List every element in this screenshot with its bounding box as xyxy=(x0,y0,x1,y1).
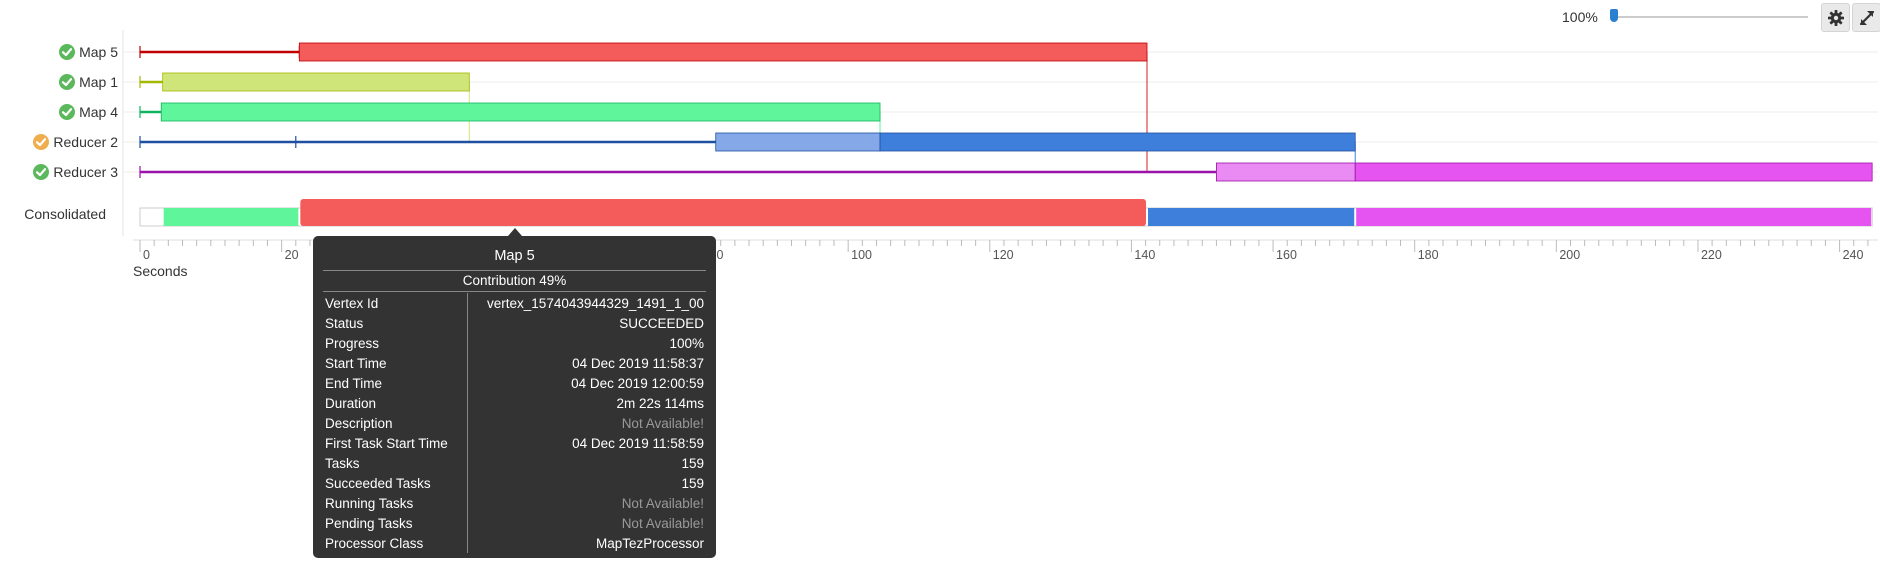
vertex-row-label[interactable]: Map 1 xyxy=(0,71,118,93)
axis-title: Seconds xyxy=(133,263,188,279)
tooltip-value: 2m 22s 114ms xyxy=(616,395,704,411)
vertex-row-label[interactable]: Reducer 3 xyxy=(0,161,118,183)
vertex-tooltip: Map 5 Contribution 49% Vertex Id vertex_1… xyxy=(313,228,716,558)
x-tick-label: 20 xyxy=(285,248,299,262)
tooltip-value: MapTezProcessor xyxy=(595,535,704,551)
tooltip-key: Description xyxy=(323,413,468,433)
check-circle-icon xyxy=(59,104,76,120)
tooltip-value: Not Available! xyxy=(621,495,704,511)
tooltip-key: Vertex Id xyxy=(323,293,468,313)
consolidated-segment xyxy=(163,208,299,226)
tooltip-row: Tasks 159 xyxy=(323,453,706,473)
vertex-duration-bar xyxy=(1354,162,1873,182)
consolidated-segment xyxy=(1356,208,1872,226)
tooltip-title: Map 5 xyxy=(494,248,535,264)
tooltip-row: Processor Class MapTezProcessor xyxy=(323,533,706,553)
tooltip-value: Not Available! xyxy=(621,415,704,431)
vertex-row-label[interactable]: Map 5 xyxy=(0,41,118,63)
tooltip-contribution: Contribution 49% xyxy=(323,270,706,292)
x-tick-label: 180 xyxy=(1418,248,1439,262)
tooltip-value: SUCCEEDED xyxy=(619,315,704,331)
vertex-name: Map 5 xyxy=(79,44,118,60)
tooltip-row: Vertex Id vertex_1574043944329_1491_1_00 xyxy=(323,293,706,313)
tooltip-row: Duration 2m 22s 114ms xyxy=(323,393,706,413)
x-tick-label: 160 xyxy=(1276,248,1297,262)
x-tick-label: 120 xyxy=(993,248,1014,262)
tooltip-key: Running Tasks xyxy=(323,493,468,513)
tooltip-row: Start Time 04 Dec 2019 11:58:37 xyxy=(323,353,706,373)
check-circle-icon xyxy=(59,44,76,60)
tooltip-key: Status xyxy=(323,313,468,333)
fullscreen-button[interactable] xyxy=(1852,3,1880,32)
tooltip-row: Description Not Available! xyxy=(323,413,706,433)
zoom-slider-track[interactable] xyxy=(1612,16,1808,18)
tooltip-key: Tasks xyxy=(323,453,468,473)
tooltip-arrow xyxy=(508,228,522,236)
tooltip-key: Start Time xyxy=(323,353,468,373)
tooltip-value: 100% xyxy=(669,335,704,351)
x-tick-label: 0 xyxy=(143,248,150,262)
consolidated-label: Consolidated xyxy=(24,206,106,222)
tooltip-key: End Time xyxy=(323,373,468,393)
x-tick-label: 200 xyxy=(1559,248,1580,262)
zoom-slider-handle[interactable] xyxy=(1610,9,1618,22)
vertex-name: Map 4 xyxy=(79,104,118,120)
vertex-wait-bar xyxy=(715,132,881,152)
tooltip-row: Running Tasks Not Available! xyxy=(323,493,706,513)
check-circle-warning-icon xyxy=(33,134,50,150)
vertex-duration-bar xyxy=(162,72,470,92)
expand-arrows-icon xyxy=(1859,10,1875,26)
tooltip-row: First Task Start Time 04 Dec 2019 11:58:5… xyxy=(323,433,706,453)
tooltip-row: Progress 100% xyxy=(323,333,706,353)
gear-icon xyxy=(1828,10,1844,26)
tooltip-key: Processor Class xyxy=(323,533,468,553)
tooltip-key: Progress xyxy=(323,333,468,353)
zoom-value: 100% xyxy=(1562,9,1598,25)
tooltip-key: Succeeded Tasks xyxy=(323,473,468,493)
x-tick-label: 140 xyxy=(1134,248,1155,262)
tooltip-value: 159 xyxy=(681,455,704,471)
settings-button[interactable] xyxy=(1821,3,1850,32)
vertex-name: Map 1 xyxy=(79,74,118,90)
check-circle-icon xyxy=(33,164,50,180)
tooltip-details-table: Vertex Id vertex_1574043944329_1491_1_00 S… xyxy=(323,293,706,553)
consolidated-segment xyxy=(1148,208,1355,226)
tooltip-row: Pending Tasks Not Available! xyxy=(323,513,706,533)
vertex-row-label[interactable]: Reducer 2 xyxy=(0,131,118,153)
vertex-name: Reducer 2 xyxy=(53,134,118,150)
tooltip-key: Pending Tasks xyxy=(323,513,468,533)
toolbar: 100% xyxy=(0,0,1880,36)
vertex-row-label[interactable]: Map 4 xyxy=(0,101,118,123)
vertex-name: Reducer 3 xyxy=(53,164,118,180)
tooltip-row: Status SUCCEEDED xyxy=(323,313,706,333)
x-tick-label: 220 xyxy=(1701,248,1722,262)
tooltip-key: First Task Start Time xyxy=(323,433,468,453)
x-tick-label: 240 xyxy=(1843,248,1864,262)
vertex-duration-bar xyxy=(879,132,1356,152)
vertex-duration-bar xyxy=(298,42,1148,62)
tooltip-value: 159 xyxy=(681,475,704,491)
x-tick-label: 100 xyxy=(851,248,872,262)
consolidated-segment xyxy=(300,199,1147,226)
tooltip-value: 04 Dec 2019 11:58:59 xyxy=(572,435,704,451)
tooltip-value: 04 Dec 2019 12:00:59 xyxy=(571,375,704,391)
tooltip-key: Duration xyxy=(323,393,468,413)
tooltip-value: 04 Dec 2019 11:58:37 xyxy=(572,355,704,371)
vertex-wait-bar xyxy=(1216,162,1356,182)
check-circle-icon xyxy=(59,74,76,90)
tooltip-value: Not Available! xyxy=(621,515,704,531)
timeline-chart: 020406080100120140160180200220240 xyxy=(122,30,1878,262)
tooltip-row: Succeeded Tasks 159 xyxy=(323,473,706,493)
vertex-duration-bar xyxy=(160,102,881,122)
tooltip-row: End Time 04 Dec 2019 12:00:59 xyxy=(323,373,706,393)
tooltip-value: vertex_1574043944329_1491_1_00 xyxy=(487,295,704,311)
